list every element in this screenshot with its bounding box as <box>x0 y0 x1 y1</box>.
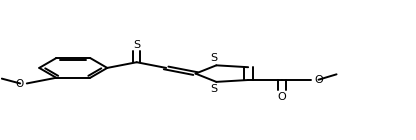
Text: S: S <box>133 40 140 50</box>
Text: O: O <box>278 92 287 102</box>
Text: O: O <box>314 75 323 85</box>
Text: O: O <box>15 79 23 89</box>
Text: S: S <box>211 53 218 63</box>
Text: S: S <box>211 84 218 94</box>
